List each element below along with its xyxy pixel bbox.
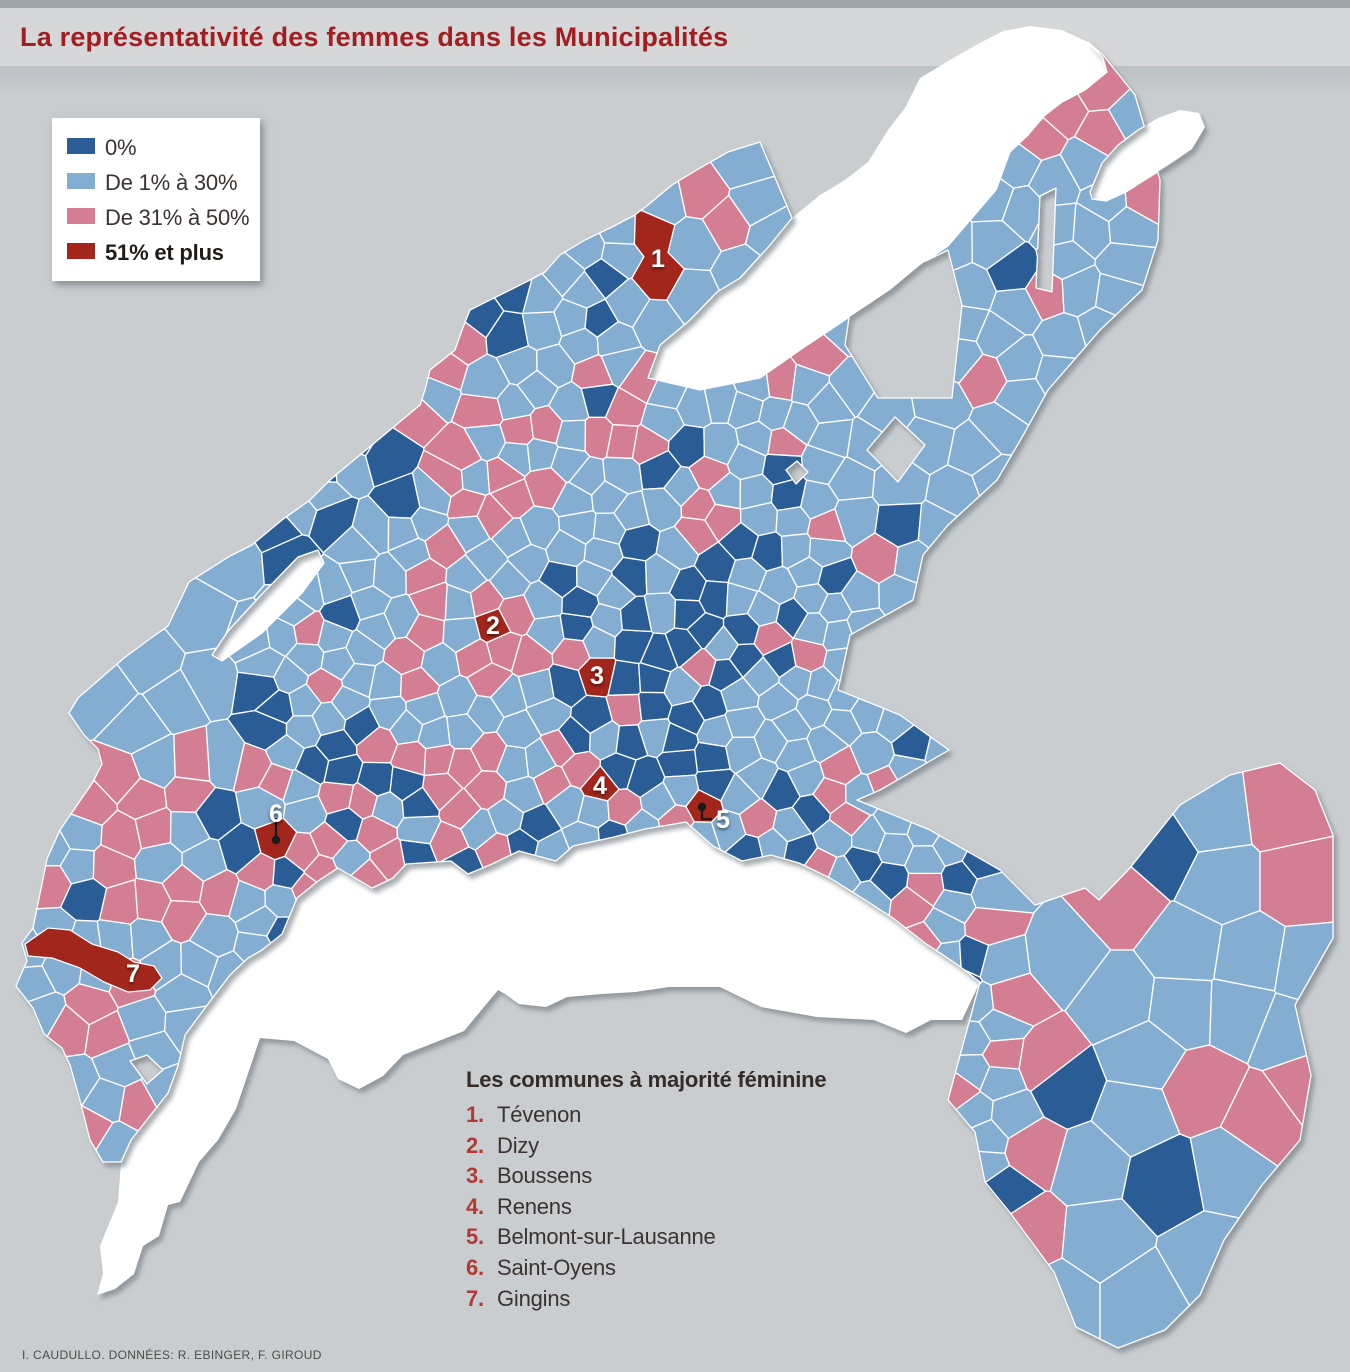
svg-text:2: 2 xyxy=(486,612,500,640)
svg-text:7: 7 xyxy=(126,960,140,988)
svg-text:6: 6 xyxy=(269,800,283,828)
svg-text:1: 1 xyxy=(651,245,665,273)
svg-text:5: 5 xyxy=(716,806,730,834)
svg-text:3: 3 xyxy=(590,662,604,690)
svg-text:4: 4 xyxy=(593,772,607,800)
